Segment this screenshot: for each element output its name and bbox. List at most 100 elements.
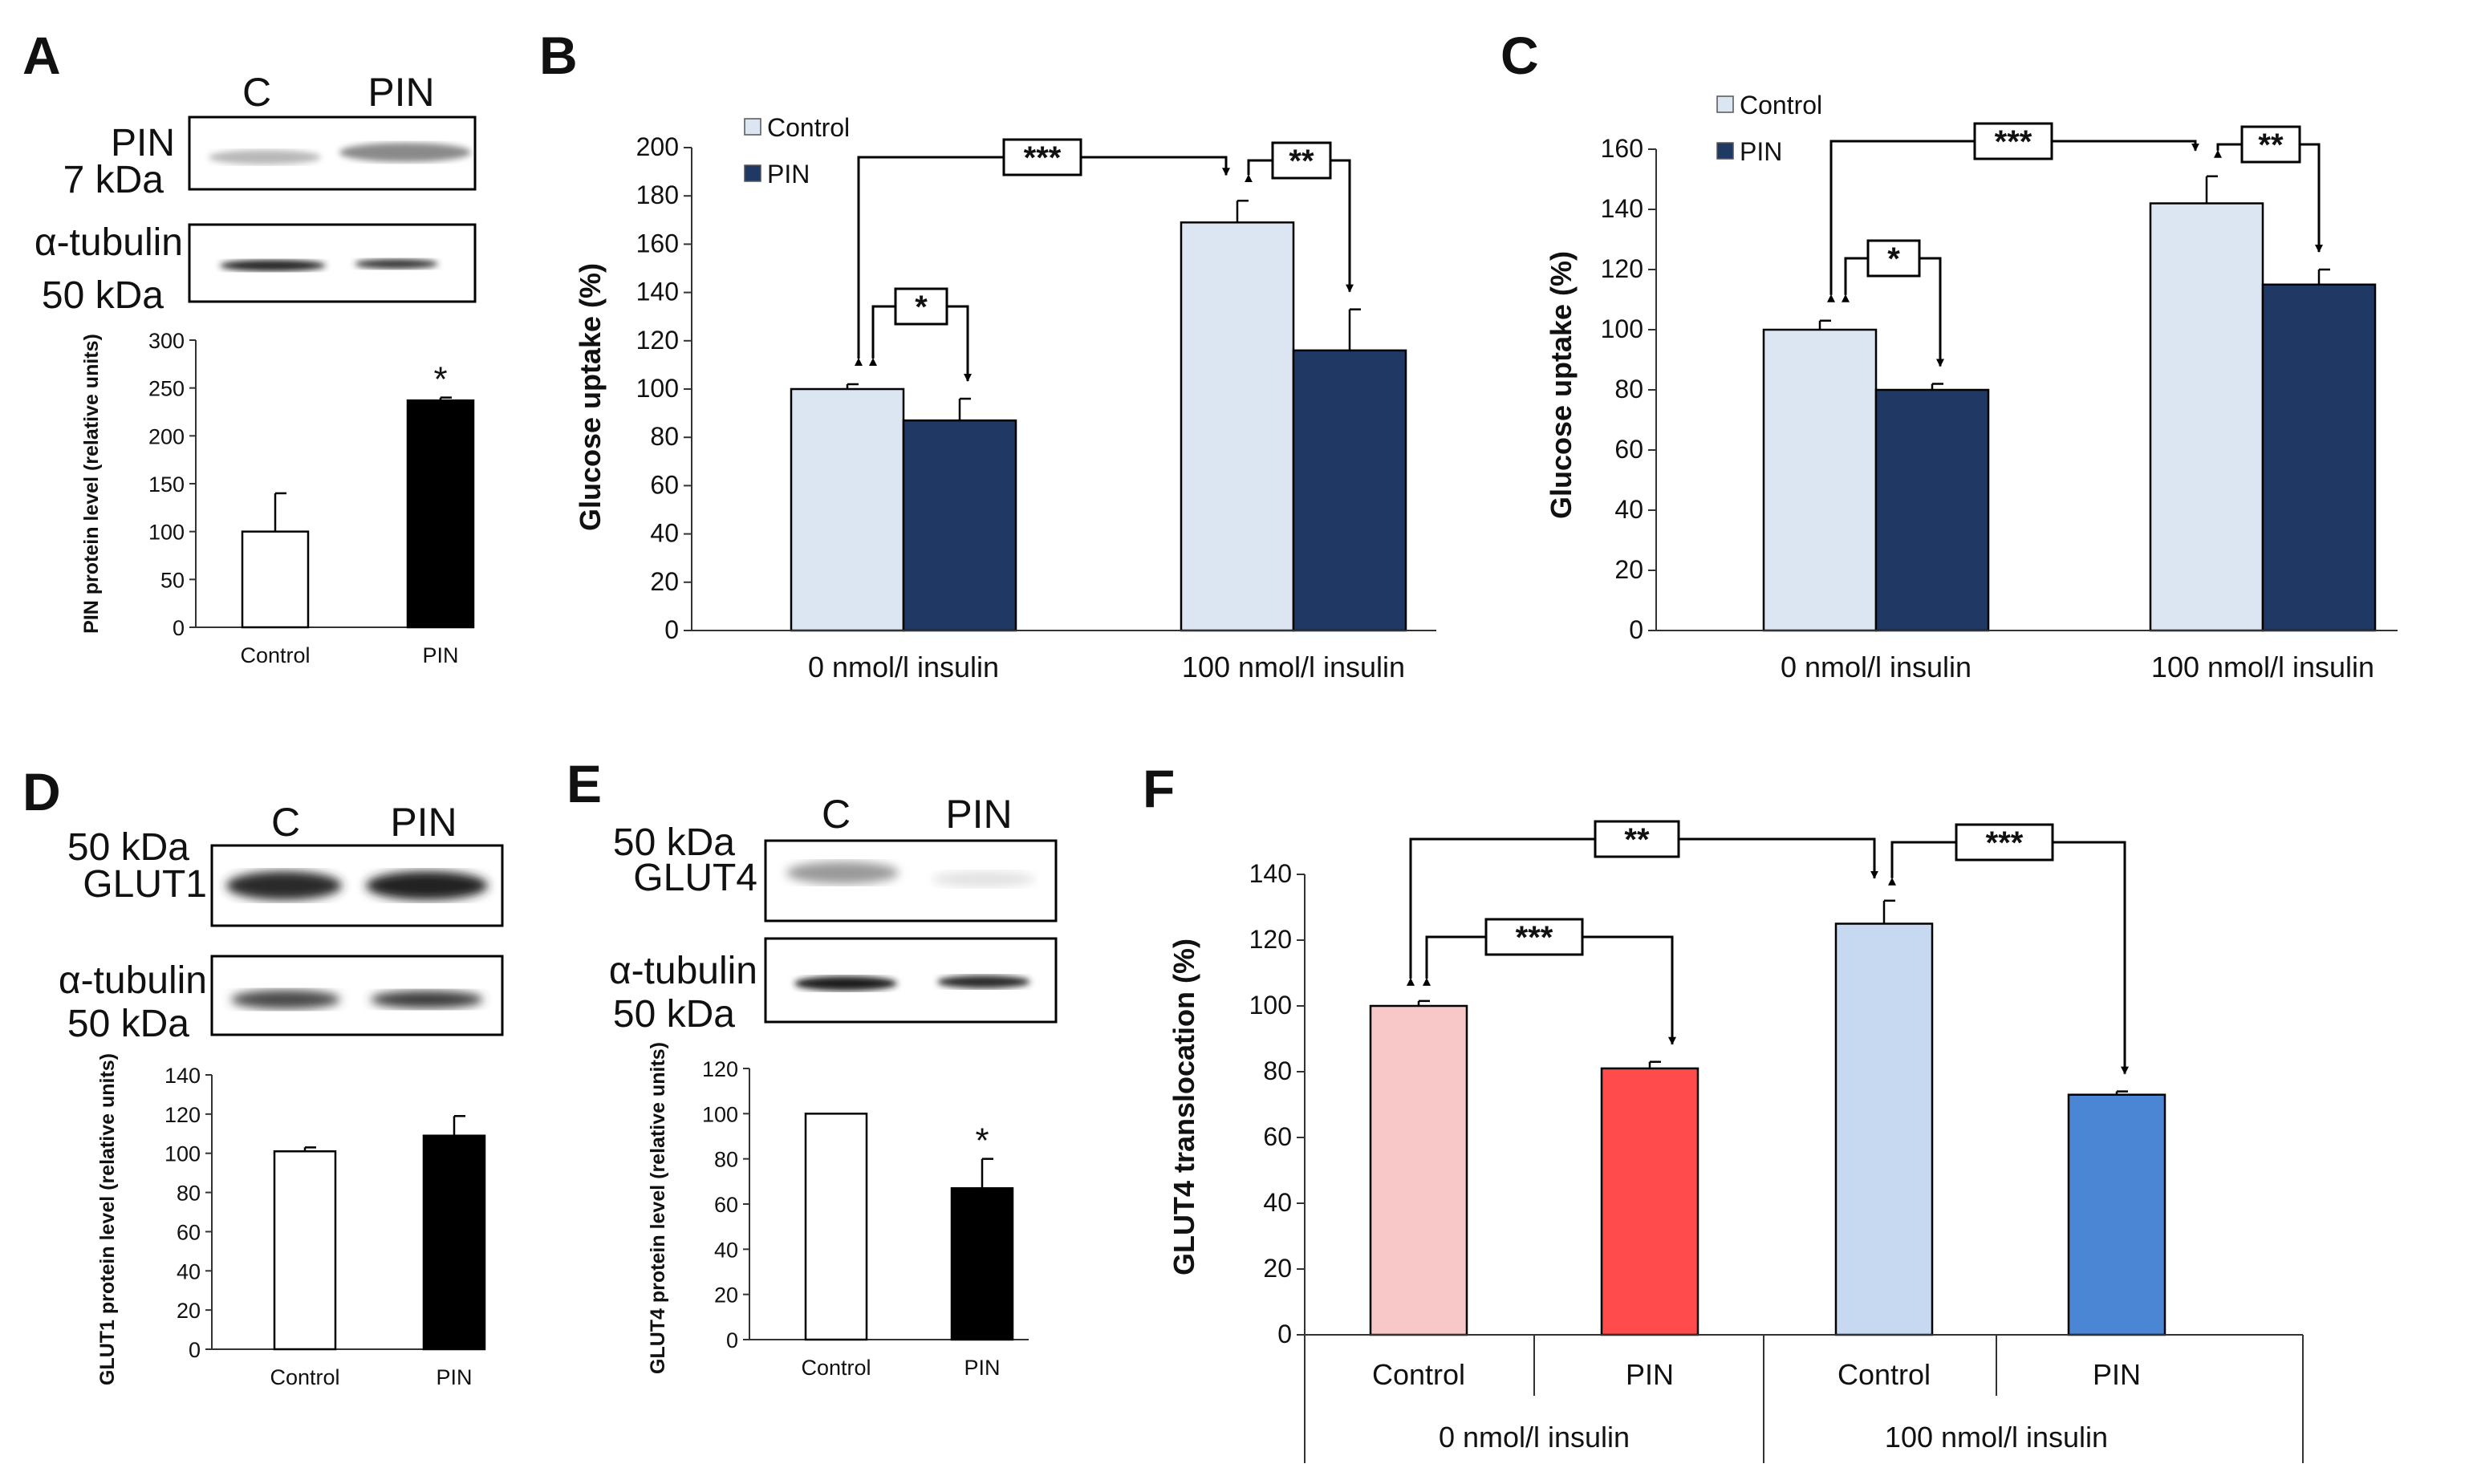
significance-label: *** bbox=[1995, 124, 2032, 160]
y-tick-label: 100 bbox=[148, 521, 185, 545]
y-tick-label: 40 bbox=[177, 1259, 201, 1283]
y-tick-label: 0 bbox=[173, 616, 185, 640]
legend-swatch bbox=[744, 118, 761, 136]
y-tick-label: 200 bbox=[636, 132, 679, 161]
panel-letter-e: E bbox=[566, 754, 602, 813]
x-group-label: 0 nmol/l insulin bbox=[1439, 1421, 1630, 1454]
significance-box bbox=[1271, 141, 1332, 180]
bar bbox=[950, 1187, 1014, 1341]
chart-d: 0 20 40 60 80 100 120 140 Control PIN bbox=[164, 1064, 486, 1389]
x-group-label: 100 nmol/l insulin bbox=[1885, 1421, 2108, 1454]
significance-box bbox=[1594, 820, 1680, 858]
bar bbox=[273, 1150, 337, 1351]
blot-row-label: α-tubulin bbox=[35, 221, 183, 264]
x-category-label: PIN bbox=[2093, 1358, 2141, 1391]
y-tick-label: 140 bbox=[164, 1064, 201, 1088]
y-tick-label: 40 bbox=[650, 519, 679, 548]
y-axis-label: Glucose uptake (%) bbox=[574, 263, 607, 531]
significance-label: ** bbox=[1624, 822, 1650, 858]
y-tick-label: 40 bbox=[1263, 1188, 1292, 1217]
blot-row-label: PIN bbox=[111, 122, 175, 164]
legend-swatch bbox=[1716, 142, 1734, 160]
bar bbox=[1600, 1067, 1699, 1336]
y-tick-label: 20 bbox=[1263, 1254, 1292, 1283]
significance-label: * bbox=[915, 290, 928, 325]
panel-letter-a: A bbox=[22, 26, 61, 85]
significance-box bbox=[1973, 122, 2053, 160]
y-axis-label: Glucose uptake (%) bbox=[1545, 251, 1578, 519]
lane-label-control: C bbox=[271, 800, 300, 845]
x-group-label: 0 nmol/l insulin bbox=[808, 651, 999, 683]
y-tick-label: 140 bbox=[1601, 194, 1643, 223]
legend-swatch bbox=[744, 164, 761, 182]
bar bbox=[1292, 349, 1407, 632]
blot-band bbox=[366, 871, 488, 900]
x-group-label: 100 nmol/l insulin bbox=[1182, 651, 1405, 683]
y-tick-label: 0 bbox=[1277, 1320, 1292, 1348]
blot-row-label: α-tubulin bbox=[609, 950, 757, 992]
legend-label: Control bbox=[767, 113, 850, 142]
significance-box bbox=[894, 287, 948, 326]
significance-box bbox=[1002, 138, 1082, 176]
y-tick-label: 200 bbox=[148, 424, 185, 448]
y-tick-label: 60 bbox=[177, 1220, 201, 1244]
blot-marker-label: 50 kDa bbox=[67, 1003, 189, 1045]
y-tick-label: 140 bbox=[636, 278, 679, 306]
blot-row-label: α-tubulin bbox=[59, 959, 207, 1002]
y-tick-label: 0 bbox=[664, 615, 679, 644]
bar bbox=[1874, 388, 1990, 632]
y-tick-label: 100 bbox=[164, 1142, 201, 1166]
y-tick-label: 120 bbox=[702, 1057, 738, 1081]
y-tick-label: 20 bbox=[650, 567, 679, 596]
y-tick-label: 80 bbox=[1263, 1056, 1292, 1085]
x-category-label: Control bbox=[801, 1356, 871, 1380]
bar bbox=[241, 530, 310, 629]
y-tick-label: 180 bbox=[636, 180, 679, 209]
legend-swatch bbox=[1716, 95, 1734, 113]
bar bbox=[406, 399, 475, 629]
x-category-label: Control bbox=[1372, 1358, 1465, 1391]
y-tick-label: 60 bbox=[1263, 1122, 1292, 1151]
y-axis-label: GLUT4 protein level (relative units) bbox=[647, 1042, 669, 1374]
legend-label: PIN bbox=[1740, 137, 1782, 166]
panel-f: F GLUT4 translocation (%) 0 20 40 60 80 100 12… bbox=[1143, 759, 2304, 1463]
lane-label-pin: PIN bbox=[367, 70, 434, 115]
significance-box bbox=[1955, 823, 2054, 862]
bar bbox=[422, 1134, 486, 1351]
legend-label: PIN bbox=[767, 160, 810, 189]
x-category-label: PIN bbox=[422, 643, 458, 667]
blot-marker-label: 50 kDa bbox=[42, 274, 164, 317]
blot-band bbox=[794, 976, 897, 991]
blot-marker-label: 50 kDa bbox=[613, 821, 735, 864]
y-tick-label: 300 bbox=[148, 329, 185, 353]
y-tick-label: 250 bbox=[148, 377, 185, 401]
y-tick-label: 80 bbox=[650, 422, 679, 451]
blot-row-label: GLUT1 bbox=[83, 863, 207, 906]
chart-c: 0 20 40 60 80 100 120 140 160 0 nmol/l insulin 100… bbox=[1601, 91, 2398, 683]
y-tick-label: 120 bbox=[164, 1103, 201, 1127]
blot-marker-label: 50 kDa bbox=[613, 993, 735, 1036]
significance-label: *** bbox=[1986, 825, 2024, 861]
x-group-label: 0 nmol/l insulin bbox=[1781, 651, 1971, 683]
blot-band bbox=[339, 143, 471, 162]
bar bbox=[804, 1113, 868, 1341]
significance-label: ** bbox=[1289, 144, 1314, 179]
significance-star: * bbox=[433, 360, 447, 399]
y-tick-label: 0 bbox=[189, 1338, 201, 1362]
panel-letter-d: D bbox=[22, 762, 61, 821]
bar bbox=[1369, 1004, 1468, 1336]
y-tick-label: 40 bbox=[714, 1238, 738, 1262]
x-category-label: Control bbox=[240, 643, 310, 667]
x-group-label: 100 nmol/l insulin bbox=[2151, 651, 2374, 683]
blot-band bbox=[226, 871, 342, 900]
y-tick-label: 140 bbox=[1249, 859, 1292, 888]
y-tick-label: 20 bbox=[714, 1283, 738, 1308]
bar bbox=[2067, 1093, 2166, 1336]
x-category-label: Control bbox=[1837, 1358, 1931, 1391]
panel-e: E C PIN 50 kDa GLUT4 α-tubulin 50 kDa GL… bbox=[566, 754, 1058, 1380]
x-category-label: Control bbox=[270, 1365, 339, 1389]
legend-label: Control bbox=[1740, 91, 1822, 120]
blot-band bbox=[231, 990, 340, 1009]
significance-star: * bbox=[975, 1121, 989, 1161]
